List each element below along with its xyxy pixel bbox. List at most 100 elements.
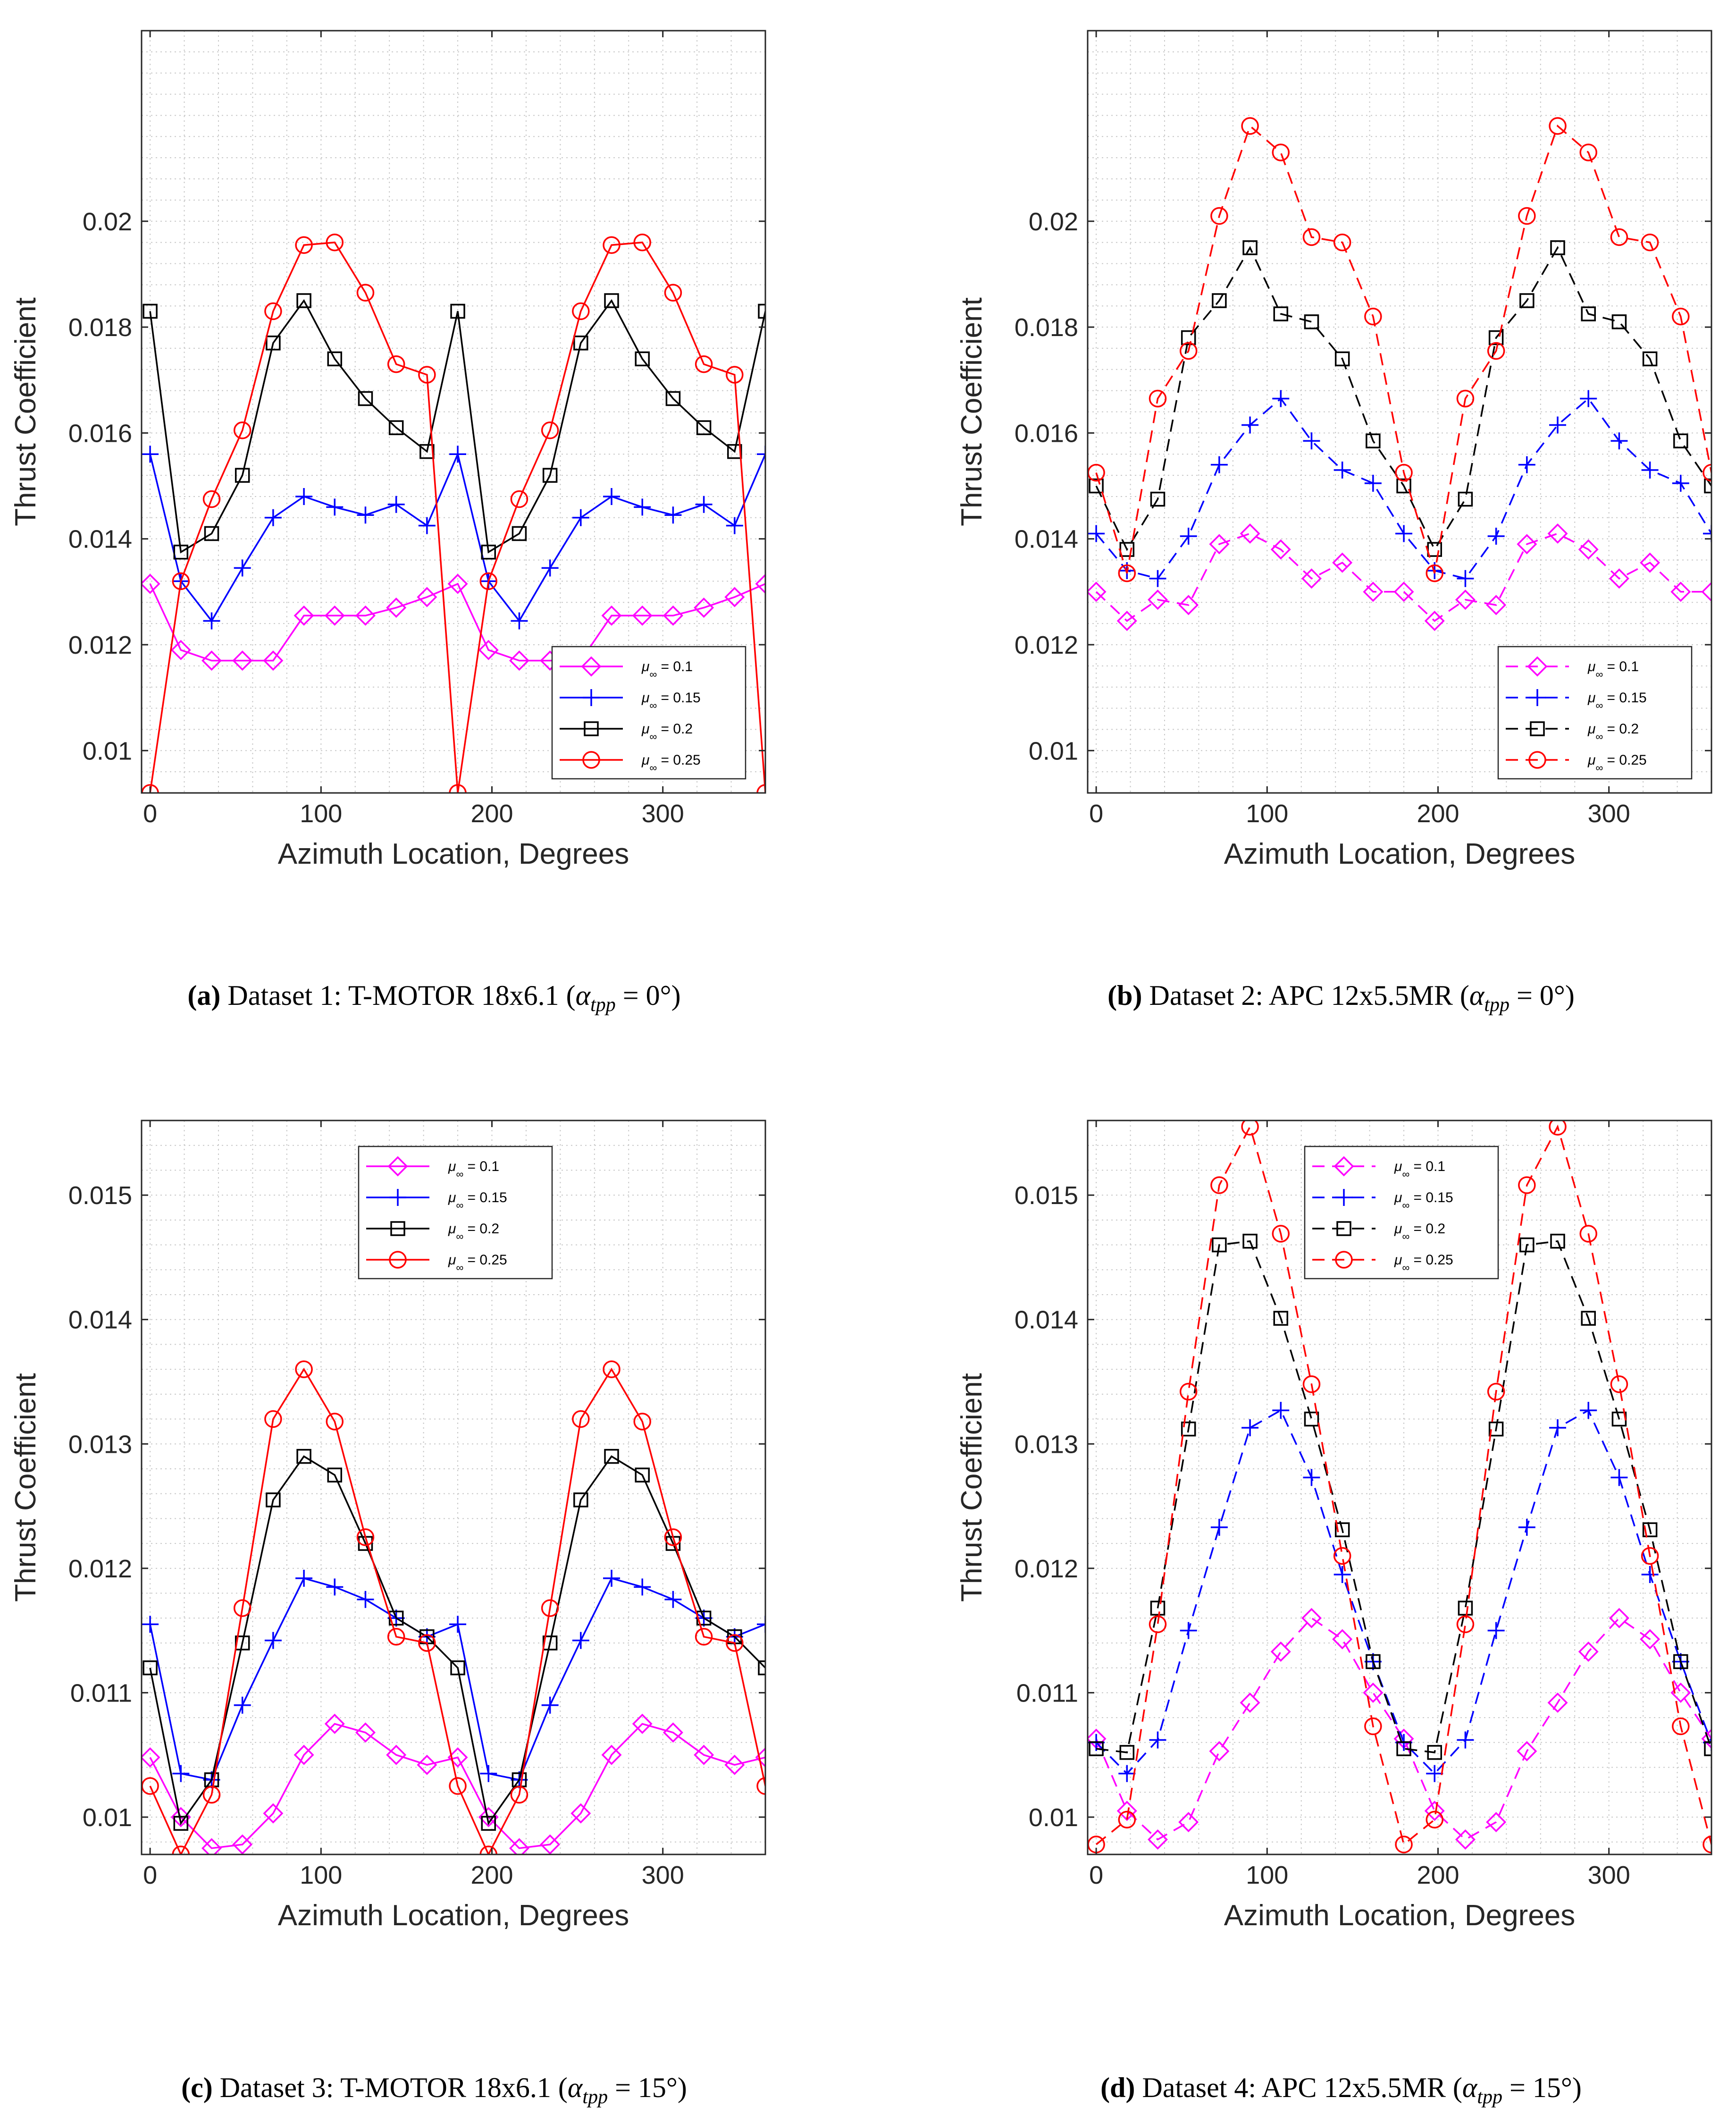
data-point bbox=[1273, 306, 1289, 321]
data-point bbox=[512, 526, 527, 541]
caption-a: (a) Dataset 1: T-MOTOR 18x6.1 (αtpp = 0°… bbox=[187, 980, 681, 1016]
x-tick-label: 300 bbox=[1588, 1861, 1630, 1889]
data-point bbox=[295, 236, 313, 254]
data-point bbox=[1272, 143, 1290, 161]
data-point bbox=[143, 1660, 158, 1676]
data-point bbox=[201, 1838, 222, 1854]
series-2 bbox=[142, 446, 765, 630]
data-point bbox=[726, 1634, 744, 1652]
x-tick-label: 300 bbox=[642, 1861, 684, 1889]
series-2 bbox=[142, 1569, 765, 1788]
data-point bbox=[1301, 1608, 1322, 1628]
data-point bbox=[1179, 342, 1198, 360]
data-point bbox=[1457, 1731, 1474, 1749]
legend-marker bbox=[582, 751, 600, 769]
data-point bbox=[1119, 1745, 1135, 1760]
data-point bbox=[1241, 1419, 1259, 1436]
data-point bbox=[758, 1660, 765, 1676]
data-point bbox=[1578, 539, 1599, 560]
data-point bbox=[1393, 581, 1414, 602]
data-point bbox=[1487, 528, 1505, 545]
x-tick-label: 100 bbox=[1246, 1861, 1288, 1889]
data-point bbox=[1670, 581, 1691, 602]
data-point bbox=[1581, 1311, 1596, 1326]
data-point bbox=[1148, 590, 1168, 610]
x-tick-label: 300 bbox=[1588, 800, 1630, 828]
data-point bbox=[1672, 307, 1690, 326]
data-point bbox=[757, 1616, 765, 1633]
legend-label: μ∞ = 0.15 bbox=[641, 690, 701, 711]
data-point bbox=[510, 490, 528, 508]
data-point bbox=[1178, 1811, 1199, 1832]
data-point bbox=[479, 572, 497, 590]
data-point bbox=[1180, 1622, 1197, 1639]
data-point bbox=[418, 1634, 436, 1652]
data-point bbox=[664, 284, 682, 302]
data-point bbox=[418, 517, 436, 534]
legend-label: μ∞ = 0.15 bbox=[1394, 1190, 1453, 1211]
data-point bbox=[633, 233, 651, 252]
data-point bbox=[202, 490, 221, 508]
axes-frame bbox=[141, 30, 766, 794]
legend: μ∞ = 0.1 μ∞ = 0.15 μ∞ = 0.2 μ∞ = 0.25 bbox=[358, 1146, 553, 1280]
data-point bbox=[1334, 1522, 1350, 1537]
data-point bbox=[1486, 595, 1507, 615]
data-point bbox=[324, 605, 345, 626]
data-point bbox=[1334, 351, 1350, 367]
data-point bbox=[386, 1744, 407, 1765]
data-point bbox=[570, 1803, 591, 1824]
data-point bbox=[1517, 534, 1537, 555]
data-point bbox=[387, 355, 405, 373]
data-point bbox=[326, 1578, 344, 1596]
data-point bbox=[634, 1578, 651, 1596]
data-point bbox=[1701, 1728, 1711, 1749]
data-point bbox=[1240, 1692, 1260, 1713]
data-point bbox=[724, 1754, 745, 1775]
data-point bbox=[509, 650, 529, 671]
series-4 bbox=[142, 1360, 765, 1854]
legend-marker bbox=[1335, 1251, 1353, 1269]
data-point bbox=[1610, 1469, 1628, 1486]
data-point bbox=[1209, 1741, 1230, 1761]
data-point bbox=[603, 236, 621, 254]
data-point bbox=[1301, 568, 1322, 589]
data-point bbox=[324, 1713, 345, 1734]
data-point bbox=[1364, 1717, 1382, 1735]
legend-label: μ∞ = 0.2 bbox=[448, 1221, 499, 1242]
x-axis: 0 100 200 300 bbox=[1089, 1120, 1630, 1889]
data-point bbox=[1396, 478, 1411, 494]
series-line-4 bbox=[1095, 124, 1711, 574]
data-point bbox=[1517, 1741, 1537, 1761]
legend-marker bbox=[1335, 1189, 1352, 1206]
data-point bbox=[203, 612, 220, 630]
data-point bbox=[1273, 1311, 1289, 1326]
data-point bbox=[172, 572, 190, 590]
data-point bbox=[447, 573, 468, 594]
legend-marker bbox=[583, 689, 600, 706]
data-point bbox=[1240, 523, 1260, 544]
data-point bbox=[1550, 240, 1565, 255]
series-line-1 bbox=[1095, 1617, 1711, 1841]
data-point bbox=[1366, 433, 1381, 448]
data-point bbox=[172, 1845, 190, 1854]
data-point bbox=[263, 1803, 284, 1824]
data-point bbox=[356, 1528, 375, 1546]
data-point bbox=[695, 1628, 713, 1646]
y-tick-label: 0.018 bbox=[1015, 313, 1078, 342]
data-point bbox=[294, 1744, 314, 1765]
data-point bbox=[294, 605, 314, 626]
data-point bbox=[694, 597, 714, 618]
data-point bbox=[572, 1632, 589, 1649]
data-point bbox=[1578, 1641, 1599, 1662]
data-point bbox=[1396, 1741, 1411, 1756]
data-point bbox=[388, 420, 404, 435]
legend-label: μ∞ = 0.1 bbox=[1587, 659, 1639, 680]
data-point bbox=[632, 1713, 653, 1734]
data-point bbox=[634, 498, 651, 516]
series-4 bbox=[142, 233, 765, 793]
series-2 bbox=[1088, 390, 1711, 587]
data-point bbox=[632, 605, 653, 626]
legend-label: μ∞ = 0.2 bbox=[1587, 721, 1639, 742]
data-point bbox=[1672, 1717, 1690, 1735]
series-line-1 bbox=[1095, 532, 1711, 622]
